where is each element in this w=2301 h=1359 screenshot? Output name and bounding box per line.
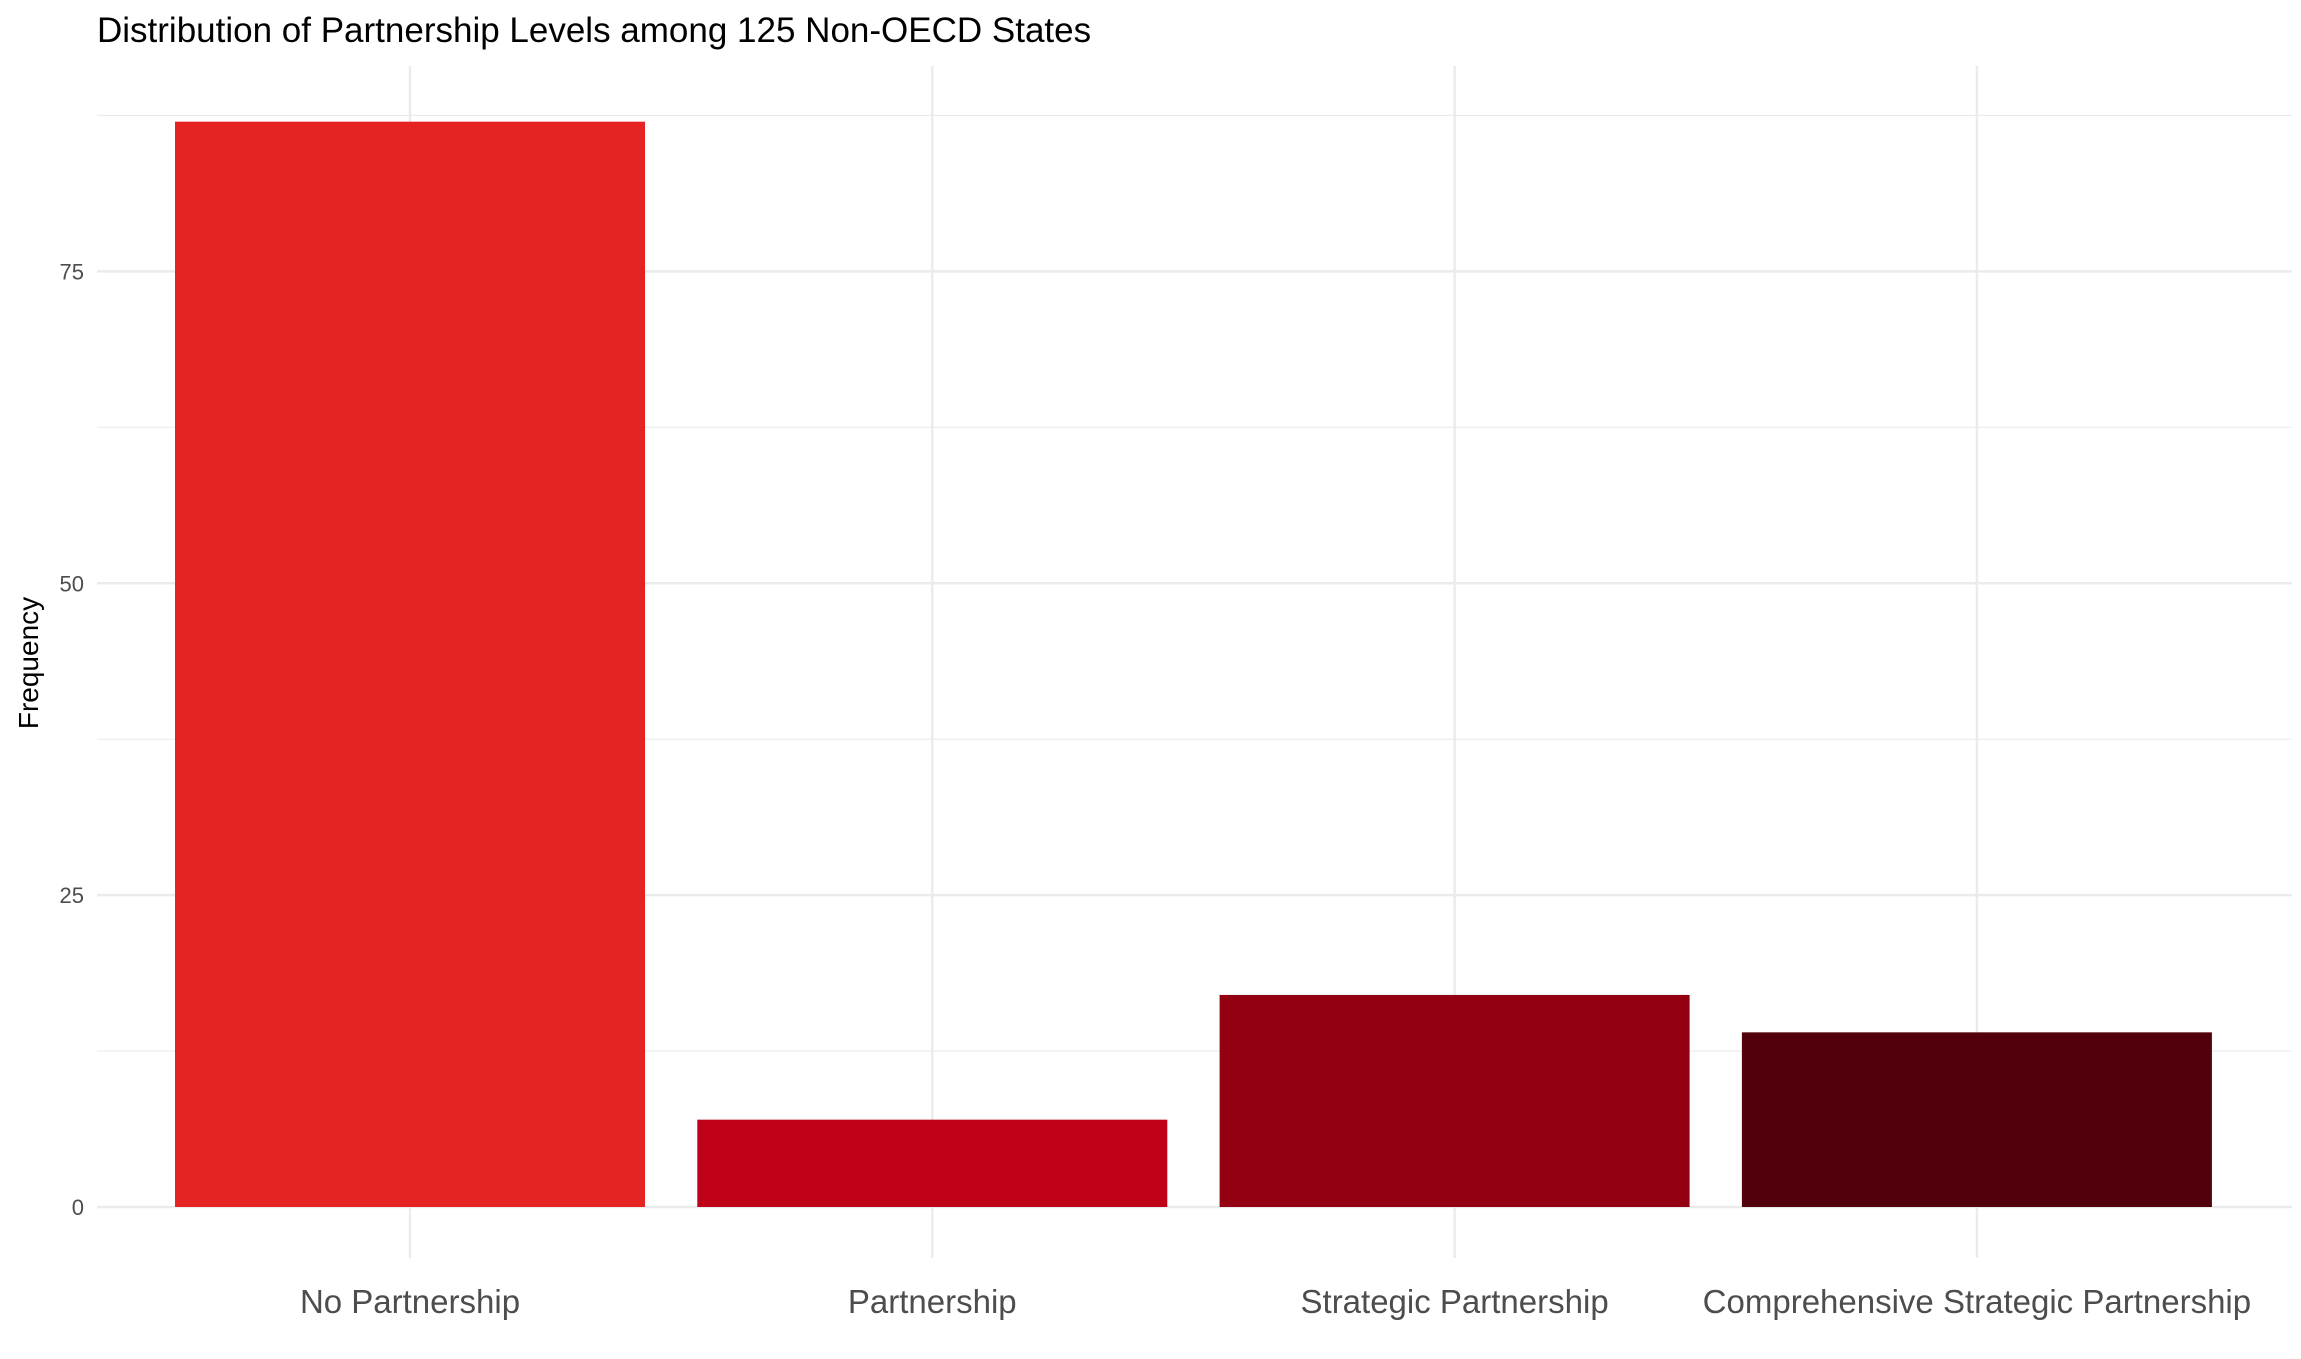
bar-strategic-partnership — [1219, 994, 1690, 1207]
x-tick-labels: No Partnership Partnership Strategic Partn… — [300, 1283, 2251, 1320]
y-tick-label-75: 75 — [60, 259, 84, 284]
x-tick-label-strategic-partnership: Strategic Partnership — [1301, 1283, 1609, 1320]
y-tick-label-0: 0 — [72, 1195, 84, 1220]
chart-title: Distribution of Partnership Levels among… — [97, 11, 1091, 50]
bar-partnership — [697, 1119, 1168, 1207]
y-tick-labels: 0 25 50 75 — [60, 259, 84, 1220]
y-tick-label-50: 50 — [60, 571, 84, 596]
y-tick-label-25: 25 — [60, 883, 84, 908]
bar-comprehensive-strategic-partnership — [1741, 1032, 2212, 1207]
bar-no-partnership — [175, 121, 645, 1207]
x-tick-label-no-partnership: No Partnership — [300, 1283, 520, 1320]
bars — [175, 121, 2212, 1207]
x-tick-label-comprehensive-strategic-partnership: Comprehensive Strategic Partnership — [1703, 1283, 2251, 1320]
y-axis-label: Frequency — [13, 597, 44, 729]
x-tick-label-partnership: Partnership — [848, 1283, 1017, 1320]
